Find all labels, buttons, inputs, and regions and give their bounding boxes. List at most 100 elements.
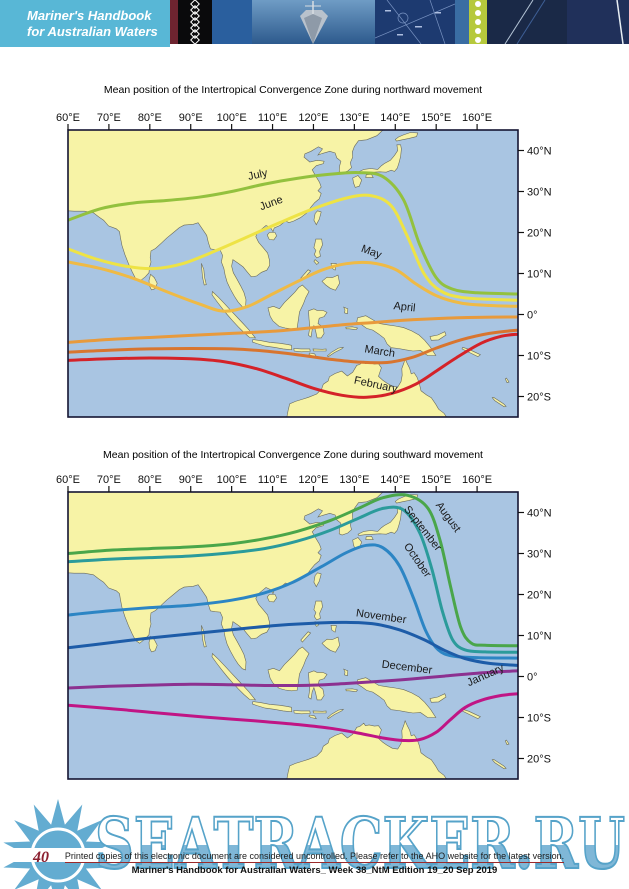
landmass (504, 739, 510, 745)
landmass (321, 274, 340, 291)
ship-bow-icon (252, 0, 375, 44)
itcz-line-december (68, 669, 518, 690)
header-stripe-blue-thin (455, 0, 469, 44)
month-label-april: April (393, 300, 416, 314)
itcz-line-july (68, 171, 518, 296)
x-tick-label: 70°E (97, 474, 121, 486)
x-tick-label: 160°E (462, 474, 492, 486)
landmass (252, 701, 293, 713)
itcz-line-october (68, 543, 518, 660)
y-tick-label: 0° (527, 310, 538, 322)
watermark-text: SEATRACKER.RU (95, 802, 625, 885)
chain-pattern-icon (190, 0, 200, 44)
landmass (429, 693, 447, 703)
itcz-line-june (68, 193, 518, 302)
x-tick-label: 100°E (217, 112, 247, 124)
header-stripe-dots (469, 0, 487, 44)
landmass (321, 636, 340, 653)
x-tick-label: 80°E (138, 112, 162, 124)
header-stripe-chain (178, 0, 212, 44)
x-tick-label: 80°E (138, 474, 162, 486)
landmass (330, 624, 337, 633)
landmass (313, 238, 323, 259)
chart-title-southward: Mean position of the Intertropical Conve… (103, 449, 483, 461)
landmass (352, 175, 363, 188)
itcz-line-february (68, 332, 518, 399)
footer-disclaimer: Printed copies of this electronic docume… (64, 851, 565, 863)
footer-edition: Mariner's Handbook for Australian Waters… (131, 865, 498, 876)
chart-title-northward: Mean position of the Intertropical Conve… (103, 84, 483, 96)
header-stripe-maroon (170, 0, 178, 44)
rigging-line-icon (616, 0, 624, 44)
header-stripe-navy-lines (487, 0, 567, 44)
y-tick-label: 0° (527, 672, 538, 684)
landmass (211, 652, 257, 701)
ship-photo (252, 0, 375, 44)
itcz-line-march (68, 328, 518, 365)
chart-lines-icon (375, 0, 455, 44)
landmass (312, 710, 327, 714)
landmass (286, 357, 447, 417)
landmass (267, 284, 310, 330)
header-stripe-blue (212, 0, 252, 44)
landmass (313, 259, 320, 265)
nautical-chart-strip (375, 0, 455, 44)
landmass (345, 688, 359, 693)
header-stripe-navy (567, 0, 629, 44)
itcz-line-january (68, 692, 518, 743)
itcz-line-april (68, 315, 518, 344)
landmass (266, 594, 277, 603)
y-tick-label: 40°N (527, 146, 552, 158)
itcz-line-august (68, 493, 518, 648)
landmass (326, 346, 345, 358)
landmass (313, 600, 323, 621)
y-tick-label: 20°N (527, 590, 552, 602)
x-tick-label: 160°E (462, 112, 492, 124)
landmass (365, 535, 374, 540)
x-tick-label: 150°E (421, 112, 451, 124)
dots-pattern-icon (475, 1, 481, 43)
landmass (308, 308, 328, 339)
landmass (293, 710, 311, 715)
x-tick-label: 120°E (298, 112, 328, 124)
x-tick-label: 70°E (97, 112, 121, 124)
y-tick-label: 40°N (527, 508, 552, 520)
landmass (491, 758, 507, 770)
diagonal-lines-icon (504, 0, 546, 44)
x-tick-label: 90°E (179, 112, 203, 124)
landmass (293, 348, 311, 353)
month-label-march: March (364, 343, 396, 360)
x-tick-label: 60°E (56, 474, 80, 486)
x-tick-label: 130°E (339, 474, 369, 486)
landmass (326, 708, 345, 720)
x-tick-label: 110°E (258, 112, 287, 124)
landmass (148, 635, 158, 653)
x-tick-label: 60°E (56, 112, 80, 124)
landmass (357, 144, 402, 174)
landmass (394, 132, 419, 142)
landmass (201, 263, 207, 286)
landmass (267, 646, 310, 692)
x-tick-label: 140°E (380, 474, 410, 486)
landmass (343, 668, 349, 677)
y-tick-label: 20°S (527, 754, 551, 766)
y-tick-label: 20°N (527, 228, 552, 240)
sun-white-band (0, 848, 130, 862)
landmass (356, 677, 437, 718)
landmass (300, 631, 312, 643)
landmass (308, 714, 317, 720)
landmass (313, 210, 322, 226)
handbook-title-line1: Mariner's Handbook (27, 8, 152, 23)
month-label-july: July (247, 167, 269, 183)
y-tick-label: 30°N (527, 187, 552, 199)
landmass (68, 492, 384, 671)
itcz-line-may (68, 260, 518, 313)
x-tick-label: 120°E (298, 474, 328, 486)
y-tick-label: 10°N (527, 631, 552, 643)
landmass (491, 396, 507, 408)
landmass (504, 377, 510, 383)
x-tick-label: 100°E (217, 474, 247, 486)
itcz-line-november (68, 620, 518, 667)
